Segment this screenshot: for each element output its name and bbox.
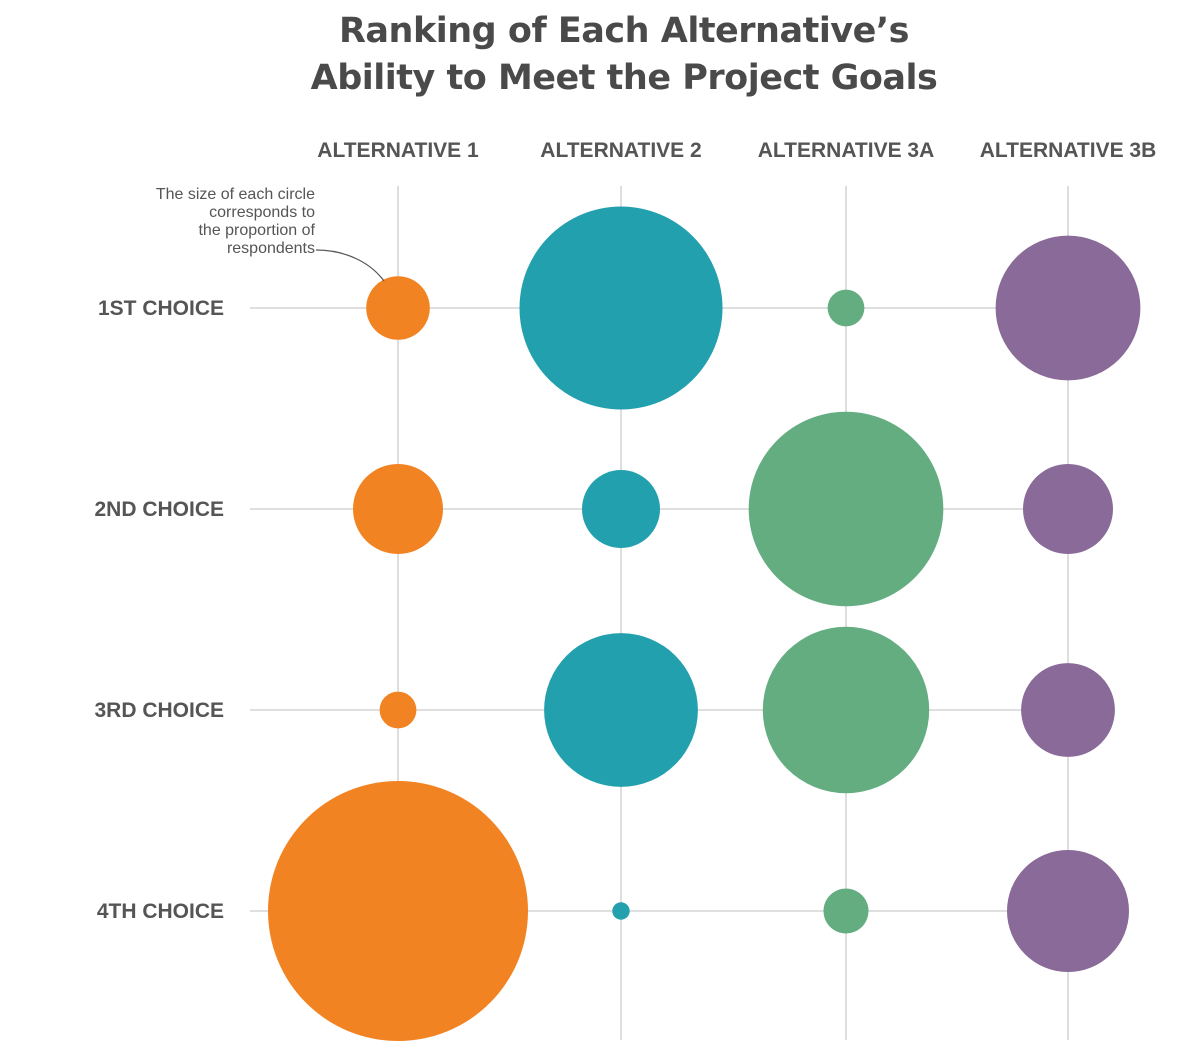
bubble-alternative-2-3rd-choice <box>544 633 698 787</box>
bubble-alternative-3a-1st-choice <box>827 289 865 327</box>
bubble-alternative-1-4th-choice <box>268 781 528 1041</box>
column-label-alternative-3b: ALTERNATIVE 3B <box>980 139 1157 162</box>
bubble-alternative-3b-1st-choice <box>995 235 1141 381</box>
chart-title: Ranking of Each Alternative’s Ability to… <box>0 8 1200 102</box>
row-label-4th-choice: 4TH CHOICE <box>97 900 224 923</box>
chart-title-line-2: Ability to Meet the Project Goals <box>310 58 938 98</box>
bubble-alternative-1-2nd-choice <box>353 464 443 554</box>
row-label-2nd-choice: 2ND CHOICE <box>94 498 224 521</box>
annotation-line-4: respondents <box>227 240 315 257</box>
bubble-alternative-2-4th-choice <box>612 902 630 920</box>
chart-title-line-1: Ranking of Each Alternative’s <box>338 11 910 51</box>
bubble-alternative-1-1st-choice <box>366 276 430 340</box>
annotation-leader-line <box>315 249 385 282</box>
bubble-alternative-3a-3rd-choice <box>762 626 930 794</box>
bubbles <box>268 206 1141 1041</box>
bubble-alternative-3b-4th-choice <box>1007 850 1129 972</box>
bubble-alternative-3b-2nd-choice <box>1023 464 1113 554</box>
bubble-alternative-2-1st-choice <box>519 206 723 410</box>
bubble-alternative-3a-2nd-choice <box>748 411 944 607</box>
column-label-alternative-1: ALTERNATIVE 1 <box>317 139 479 162</box>
row-label-1st-choice: 1ST CHOICE <box>98 297 224 320</box>
annotation-line-3: the proportion of <box>198 222 315 239</box>
bubble-alternative-1-3rd-choice <box>379 691 417 729</box>
column-label-alternative-3a: ALTERNATIVE 3A <box>758 139 935 162</box>
bubble-alternative-2-2nd-choice <box>582 470 660 548</box>
column-label-alternative-2: ALTERNATIVE 2 <box>540 139 701 162</box>
bubble-alternative-3a-4th-choice <box>823 888 869 934</box>
bubble-alternative-3b-3rd-choice <box>1021 663 1115 757</box>
annotation-line-2: corresponds to <box>209 204 315 221</box>
row-label-3rd-choice: 3RD CHOICE <box>94 699 224 722</box>
annotation-line-1: The size of each circle <box>156 186 315 203</box>
